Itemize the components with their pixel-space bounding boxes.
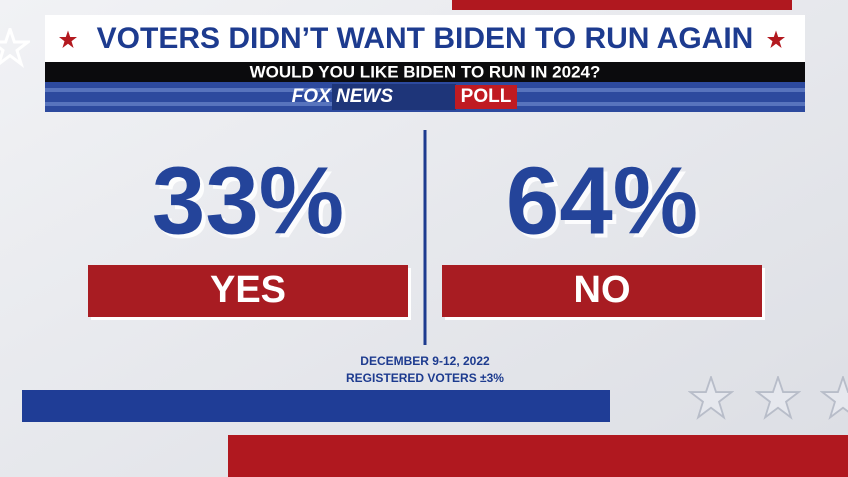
dates: DECEMBER 9-12, 2022: [360, 354, 490, 368]
question: WOULD YOU LIKE BIDEN TO RUN IN 2024?: [250, 62, 601, 81]
result-value: 33%: [152, 147, 344, 254]
poll-tag-box: [455, 85, 517, 109]
result-value: 64%: [506, 147, 698, 254]
sample: REGISTERED VOTERS ±3%: [346, 371, 504, 385]
brand-tag: POLL: [461, 86, 512, 107]
bottom-blue-bar: [22, 390, 610, 422]
result-label: NO: [574, 269, 631, 311]
header-box: [45, 15, 805, 62]
bottom-red-bar: [228, 435, 848, 477]
question-band: [45, 62, 805, 82]
results: 33%33% YES 64%64% NO: [88, 147, 765, 320]
top-red-bar: [452, 0, 792, 10]
result-bar: [88, 265, 408, 317]
result-value-shadow: 33%: [156, 151, 348, 258]
title: VOTERS DIDN’T WANT BIDEN TO RUN AGAIN: [97, 22, 754, 55]
result-value-shadow: 64%: [510, 151, 702, 258]
result-bar: [442, 265, 762, 317]
brand: FOX NEWS: [292, 86, 394, 107]
result-label: YES: [210, 269, 286, 311]
logo-box: [332, 84, 456, 110]
